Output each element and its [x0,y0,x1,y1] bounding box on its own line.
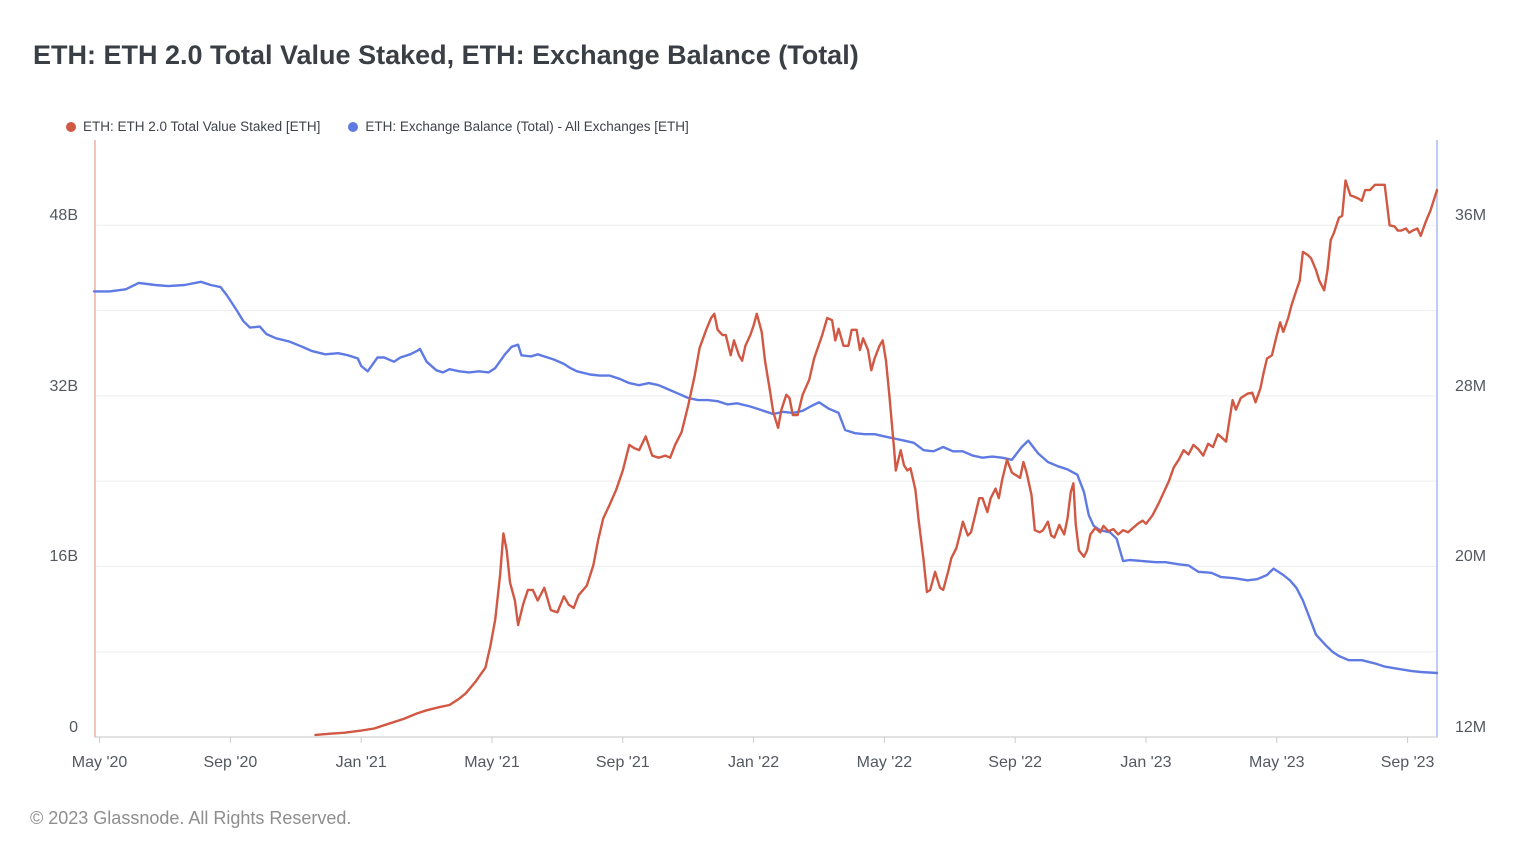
legend-item-exchange-balance-label: ETH: Exchange Balance (Total) - All Exch… [365,119,689,134]
x-axis-label: Sep '23 [1380,754,1435,771]
gridlines [94,224,1438,738]
x-axis-label: Sep '20 [203,754,258,771]
chart-canvas[interactable] [92,140,1439,743]
x-axis-label: Jan '21 [335,754,387,771]
legend-item-staked-label: ETH: ETH 2.0 Total Value Staked [ETH] [83,119,321,134]
y-axis-label-right: 12M [1455,719,1487,736]
series-line-staked[interactable] [314,179,1439,737]
legend-marker-exchange-balance-icon [348,121,359,132]
x-axis-label: Sep '21 [595,754,650,771]
y-axis-label-left: 0 [69,719,78,736]
plot-area[interactable] [92,140,1439,743]
x-axis-ticks [99,737,1409,743]
x-axis-label: May '21 [464,754,520,771]
x-axis-label: Sep '22 [988,754,1043,771]
legend-item-exchange-balance[interactable]: ETH: Exchange Balance (Total) - All Exch… [348,119,689,134]
chart-title: ETH: ETH 2.0 Total Value Staked, ETH: Ex… [33,40,859,70]
x-axis-label: May '23 [1249,754,1305,771]
y-axis-label-left: 48B [49,207,78,225]
x-axis-label: Jan '23 [1120,754,1172,771]
legend-marker-staked-icon [66,121,76,132]
y-axis-label-left: 16B [49,548,78,566]
footer-copyright: © 2023 Glassnode. All Rights Reserved. [30,808,352,828]
y-axis-label-right: 20M [1455,548,1487,566]
legend-item-staked[interactable]: ETH: ETH 2.0 Total Value Staked [ETH] [66,119,320,134]
series-line-exchange-balance[interactable] [92,280,1439,675]
y-axis-label-left: 32B [49,377,78,395]
legend: ETH: ETH 2.0 Total Value Staked [ETH] ET… [66,119,717,134]
x-axis-label: Jan '22 [728,754,780,771]
y-axis-label-right: 28M [1455,377,1487,395]
y-axis-label-right: 36M [1455,207,1487,225]
x-axis-label: May '20 [71,754,128,771]
x-axis-label: May '22 [856,754,913,771]
